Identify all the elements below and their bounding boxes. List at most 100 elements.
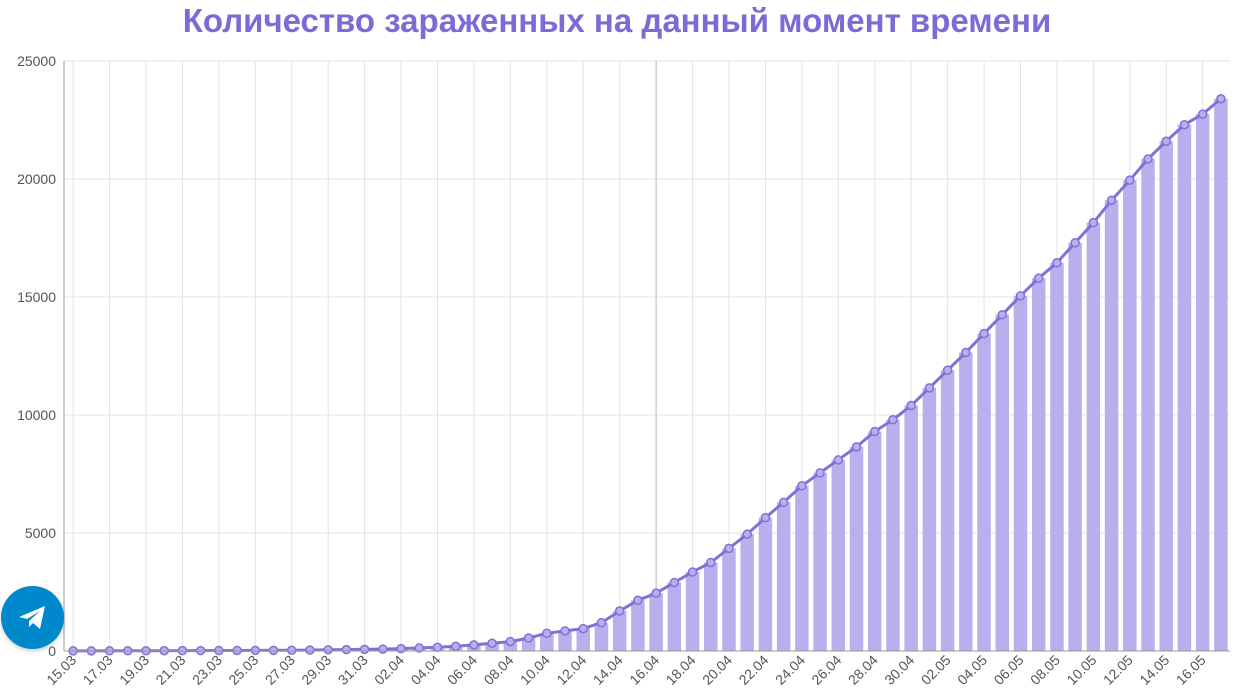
bar — [685, 571, 700, 651]
bar — [977, 333, 991, 651]
data-point — [1197, 109, 1208, 119]
bar — [1104, 200, 1119, 652]
bar — [867, 431, 882, 651]
data-point — [706, 557, 716, 568]
data-point — [942, 365, 953, 375]
x-tick-label: 26.04 — [808, 652, 844, 688]
data-point — [997, 309, 1008, 320]
y-tick-label: 10000 — [17, 407, 56, 423]
x-tick-label: 10.04 — [517, 652, 553, 688]
data-point — [578, 623, 588, 634]
data-point — [1161, 136, 1171, 146]
x-tick-label: 22.04 — [735, 652, 771, 688]
data-point — [1106, 195, 1117, 205]
x-tick-label: 28.04 — [845, 652, 881, 688]
bar — [740, 534, 754, 651]
data-point — [924, 383, 935, 393]
axis-layer — [63, 61, 1230, 652]
telegram-paper-plane-icon — [19, 606, 45, 629]
x-tick-label: 19.03 — [116, 652, 152, 688]
data-point — [560, 626, 570, 636]
data-point — [797, 481, 807, 491]
bar — [540, 633, 554, 651]
bar — [795, 485, 809, 651]
x-tick-label: 02.05 — [918, 652, 954, 688]
bar — [1177, 124, 1192, 652]
x-tick-label: 14.05 — [1136, 652, 1172, 688]
data-point — [778, 497, 789, 508]
x-tick-label: 12.04 — [553, 652, 589, 688]
x-tick-label: 08.05 — [1027, 652, 1063, 688]
y-tick-label: 15000 — [17, 289, 56, 305]
bar — [940, 370, 955, 651]
data-point — [286, 645, 297, 656]
chart-title: Количество зараженных на данный момент в… — [182, 2, 1052, 39]
bar — [1013, 295, 1028, 651]
bar — [813, 472, 827, 651]
bar — [594, 622, 609, 651]
bar — [576, 628, 590, 651]
telegram-button[interactable] — [1, 586, 64, 649]
bar — [995, 314, 1010, 651]
bar — [631, 600, 645, 651]
data-point — [469, 640, 479, 650]
x-tick-label: 06.05 — [991, 652, 1027, 688]
data-point — [833, 455, 844, 465]
x-tick-label: 20.04 — [699, 652, 735, 688]
data-point — [687, 567, 698, 577]
data-point — [979, 328, 989, 339]
data-point — [961, 347, 971, 358]
data-point — [523, 633, 534, 643]
x-tick-label: 06.04 — [444, 652, 480, 688]
data-point — [1015, 291, 1026, 301]
data-point — [1179, 119, 1190, 130]
bar — [1031, 278, 1046, 651]
y-tick-label: 0 — [48, 643, 56, 659]
x-tick-label: 16.05 — [1173, 652, 1209, 688]
data-point — [542, 628, 552, 639]
bar — [1159, 141, 1173, 652]
data-point — [250, 645, 261, 656]
data-point — [596, 617, 607, 628]
x-tick-label: 17.03 — [80, 652, 116, 688]
bar — [667, 582, 682, 651]
x-tick-label: 04.05 — [954, 652, 990, 688]
bar — [959, 352, 973, 651]
bar — [722, 548, 736, 651]
data-point — [1070, 237, 1080, 248]
x-tick-label: 02.04 — [371, 652, 407, 688]
data-point — [760, 512, 771, 523]
bar — [904, 405, 918, 651]
bar — [612, 610, 627, 651]
x-tick-label: 31.03 — [335, 652, 371, 688]
bar — [776, 502, 791, 651]
y-tick-label: 25000 — [17, 53, 56, 69]
bar — [558, 630, 572, 651]
data-point — [1216, 94, 1226, 104]
data-point — [669, 577, 680, 588]
data-point — [724, 543, 734, 554]
x-tick-label: 27.03 — [262, 652, 298, 688]
data-point — [378, 644, 388, 654]
bar — [1050, 262, 1064, 651]
bar — [1123, 180, 1137, 651]
data-point — [869, 426, 880, 437]
data-point — [341, 644, 352, 655]
bar — [1214, 98, 1228, 651]
bar — [649, 593, 663, 651]
data-point — [450, 641, 461, 652]
data-point — [815, 468, 825, 478]
bar — [849, 446, 864, 651]
data-point — [268, 645, 279, 656]
bar — [1068, 242, 1082, 651]
bar — [1086, 222, 1101, 651]
bar — [758, 517, 773, 651]
data-point — [305, 645, 315, 655]
data-point — [1052, 258, 1062, 268]
bar — [704, 562, 718, 651]
data-point — [487, 638, 497, 648]
data-point — [614, 606, 625, 616]
bar — [886, 419, 900, 651]
